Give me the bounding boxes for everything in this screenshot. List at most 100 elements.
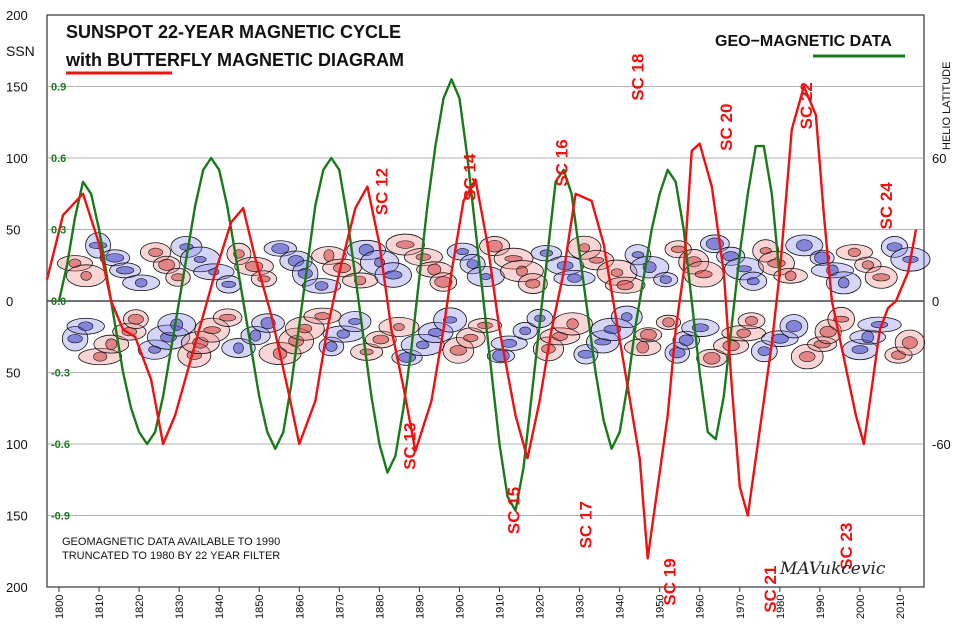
butterfly-core: [610, 268, 624, 277]
butterfly-core: [384, 270, 403, 280]
cycle-label: SC 19: [661, 558, 680, 605]
note-line2: TRUNCATED TO 1980 BY 22 YEAR FILTER: [62, 550, 280, 562]
butterfly-core: [358, 244, 374, 257]
butterfly-core: [703, 351, 721, 365]
butterfly-core: [193, 256, 207, 263]
cycle-label: SC 24: [877, 182, 896, 230]
sunspot-line: [45, 85, 918, 560]
note-line1: GEOMAGNETIC DATA AVAILABLE TO 1990: [62, 536, 280, 548]
butterfly-core: [314, 281, 329, 291]
ssn-tick-label: 150: [6, 509, 28, 524]
year-tick-label: 1890: [414, 595, 426, 619]
butterfly-core: [463, 333, 479, 342]
tick-labels: 200 150 100 50 0 50 100 150 200 60 0 -60 0.9 0.6 0.3 0.…: [6, 8, 951, 619]
butterfly-core: [784, 270, 797, 281]
cycle-label: SC 16: [553, 139, 572, 186]
butterfly-core: [221, 280, 237, 288]
butterfly-core: [577, 350, 595, 359]
year-tick-label: 1850: [254, 595, 266, 619]
year-tick-label: 1950: [655, 595, 667, 619]
butterfly-core: [434, 276, 453, 288]
butterfly-core: [640, 328, 657, 341]
butterfly-core: [171, 273, 185, 282]
chart-title-line2: with BUTTERFLY MAGNETIC DIAGRAM: [65, 50, 404, 70]
geomagnetic-tick-label: -0.3: [51, 368, 70, 380]
ssn-tick-label: 200: [6, 8, 28, 23]
series-layer: [45, 78, 918, 560]
butterfly-core: [158, 258, 176, 271]
butterfly-core: [466, 259, 479, 269]
butterfly-core: [767, 258, 786, 268]
latitude-tick-label: 60: [932, 151, 946, 166]
butterfly-core: [566, 318, 579, 330]
butterfly-core: [671, 245, 686, 253]
butterfly-core: [837, 277, 850, 289]
butterfly-core: [746, 277, 760, 286]
butterfly-core: [148, 247, 163, 257]
butterfly-core: [93, 351, 108, 362]
butterfly-core: [323, 249, 335, 262]
butterfly-core: [662, 317, 675, 328]
butterfly-core: [78, 321, 94, 331]
year-tick-label: 1860: [294, 595, 306, 619]
ssn-tick-label: 100: [6, 437, 28, 452]
butterfly-core: [636, 341, 649, 354]
year-tick-label: 1840: [214, 595, 226, 619]
butterfly-core: [336, 329, 350, 339]
butterfly-core: [886, 242, 903, 252]
butterfly-core: [233, 342, 244, 354]
butterfly-core: [736, 328, 751, 338]
butterfly-core: [694, 270, 713, 279]
butterfly-core: [203, 326, 221, 334]
ssn-tick-label: 150: [6, 80, 28, 95]
butterfly-core: [870, 321, 889, 329]
geomagnetic-tick-label: 0.3: [51, 225, 66, 237]
butterfly-core: [127, 313, 144, 325]
butterfly-core: [325, 341, 338, 352]
latitude-tick-label: 0: [932, 294, 939, 309]
butterfly-core: [736, 265, 752, 273]
cycle-label: SC 22: [797, 82, 816, 129]
butterfly-core: [589, 256, 605, 264]
butterfly-core: [813, 340, 831, 349]
butterfly-core: [348, 318, 362, 325]
butterfly-core: [271, 243, 290, 254]
year-tick-label: 2000: [855, 595, 867, 619]
geomagnetic-tick-label: 0.6: [51, 153, 66, 165]
ssn-tick-label: 50: [6, 366, 20, 381]
butterfly-core: [616, 280, 634, 291]
butterfly-core: [567, 273, 582, 283]
year-tick-label: 1810: [94, 595, 106, 619]
butterfly-core: [456, 248, 469, 256]
right-axis-label: HELIO LATITUDE: [941, 62, 953, 150]
butterfly-core: [245, 260, 264, 272]
year-tick-label: 2010: [895, 595, 907, 619]
butterfly-core: [516, 265, 528, 277]
butterfly-core: [415, 253, 431, 261]
cycle-label: SC 12: [372, 168, 391, 215]
year-tick-label: 1960: [695, 595, 707, 619]
butterfly-core: [757, 346, 771, 357]
butterfly-core: [416, 340, 430, 350]
butterfly-core: [861, 260, 874, 270]
butterfly-core: [833, 315, 850, 323]
butterfly-core: [691, 323, 709, 333]
cycle-label: SC 17: [577, 501, 596, 548]
butterfly-core: [501, 338, 518, 348]
butterfly-core: [105, 338, 118, 350]
butterfly-core: [621, 312, 633, 322]
geomagnetic-tick-label: -0.6: [51, 439, 70, 451]
butterfly-core: [105, 253, 125, 263]
butterfly-core: [134, 278, 148, 288]
butterfly-core: [847, 247, 861, 257]
butterfly-core: [519, 326, 531, 336]
butterfly-core: [785, 320, 803, 333]
butterfly-core: [492, 349, 510, 363]
left-axis-label: SSN: [6, 43, 35, 59]
chart-title-line1: SUNSPOT 22-YEAR MAGNETIC CYCLE: [66, 22, 401, 42]
geomagnetic-tick-label: 0.9: [51, 82, 66, 94]
butterfly-core: [799, 351, 816, 363]
year-tick-label: 1990: [815, 595, 827, 619]
butterfly-core: [372, 334, 390, 345]
